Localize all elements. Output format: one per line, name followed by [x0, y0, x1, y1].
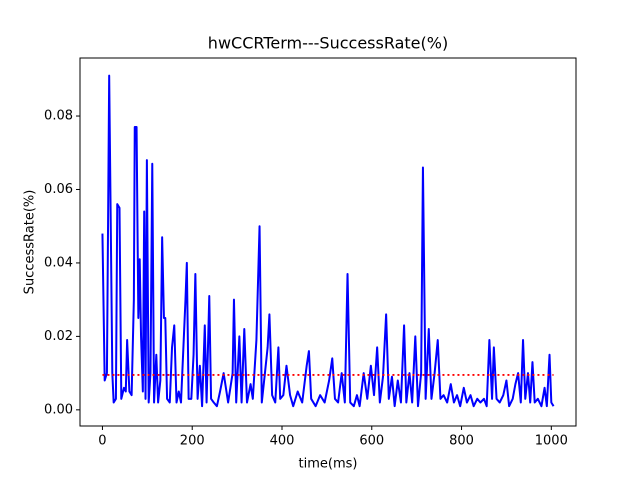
- y-tick-label: 0.06: [44, 182, 73, 197]
- x-tick-label: 0: [98, 434, 106, 449]
- chart-title: hwCCRTerm---SuccessRate(%): [208, 34, 448, 53]
- y-tick-label: 0.04: [44, 255, 73, 270]
- x-axis-label: time(ms): [299, 457, 358, 472]
- data-line: [101, 74, 555, 408]
- x-tick-label: 1000: [535, 434, 568, 449]
- y-tick-label: 0.02: [44, 329, 73, 344]
- x-tick-label: 800: [449, 434, 474, 449]
- y-tick-label: 0.08: [44, 109, 73, 124]
- plot-frame: [79, 57, 577, 427]
- x-tick-label: 600: [359, 434, 384, 449]
- y-tick-label: 0.00: [44, 402, 73, 417]
- x-tick-label: 200: [180, 434, 205, 449]
- x-tick-label: 400: [270, 434, 295, 449]
- y-axis-label: SuccessRate(%): [23, 190, 38, 295]
